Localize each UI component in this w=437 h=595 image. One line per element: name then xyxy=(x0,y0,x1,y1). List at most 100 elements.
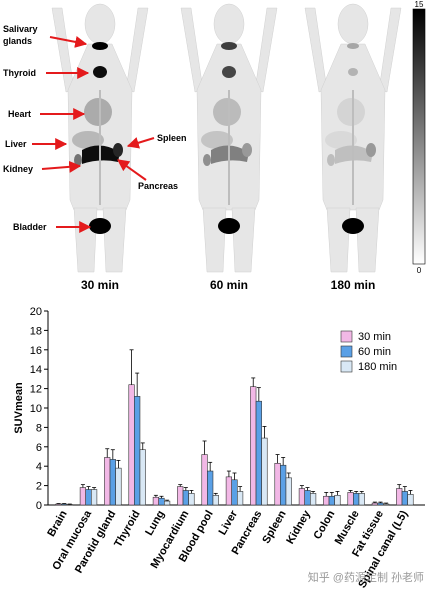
colorbar-min-label: 0 xyxy=(417,266,422,275)
bar-spinal-canal-l5--60min xyxy=(401,491,408,506)
bar-spleen-180min xyxy=(285,477,292,506)
bar-colon-60min xyxy=(328,495,335,506)
bar-myocardium-30min xyxy=(177,486,184,506)
kidney-uptake xyxy=(74,154,82,166)
bar-myocardium-60min xyxy=(182,490,189,506)
bar-spinal-canal-l5--180min xyxy=(407,494,414,506)
bar-lung-30min xyxy=(152,496,160,506)
bar-muscle-180min xyxy=(358,493,365,506)
organ-label-thyroid: Thyroid xyxy=(3,67,90,79)
svg-text:Bladder: Bladder xyxy=(13,222,47,232)
bar-colon-30min xyxy=(323,495,330,506)
organ-label-salivary: Salivary glands xyxy=(3,24,88,48)
y-tick-label: 10 xyxy=(30,403,42,415)
legend-swatch xyxy=(340,360,353,373)
bar-brain-30min xyxy=(55,503,62,506)
kidney-uptake xyxy=(203,154,211,166)
organ-label-heart: Heart xyxy=(8,108,86,120)
bar-spleen-30min xyxy=(274,462,281,506)
bar-fat-tissue-180min xyxy=(382,503,390,506)
x-tick-label: Kidney xyxy=(284,508,313,547)
bar-colon-180min xyxy=(334,494,341,506)
y-tick-label: 16 xyxy=(30,345,42,357)
bar-fat-tissue-60min xyxy=(377,502,384,506)
legend-label: 30 min xyxy=(358,331,391,343)
heart-uptake xyxy=(213,98,241,126)
x-tick-label: Liver xyxy=(217,508,241,537)
bar-spinal-canal-l5--30min xyxy=(396,488,403,506)
time-label-60: 60 min xyxy=(210,278,248,292)
organ-label-pancreas: Pancreas xyxy=(117,159,178,191)
bar-myocardium-180min xyxy=(188,493,195,506)
salivary-glands-uptake xyxy=(92,42,108,50)
y-tick-label: 14 xyxy=(30,364,42,376)
pet-image-panel: Salivary glands Thyroid Heart Liver Kidn… xyxy=(3,0,426,292)
bar-thyroid-180min xyxy=(139,449,146,506)
liver-uptake xyxy=(201,131,233,149)
bar-brain-60min xyxy=(61,503,68,506)
bar-parotid-gland-60min xyxy=(109,459,116,506)
bar-oral-mucosa-30min xyxy=(79,487,86,506)
thyroid-uptake xyxy=(222,66,236,78)
pet-body-0 xyxy=(51,3,149,273)
bar-liver-180min xyxy=(237,491,244,506)
bar-liver-60min xyxy=(231,479,238,506)
bar-kidney-30min xyxy=(298,488,306,506)
time-label-180: 180 min xyxy=(331,278,376,292)
bladder-uptake xyxy=(89,218,111,234)
spleen-uptake xyxy=(242,143,252,157)
y-axis-label: SUVmean xyxy=(13,382,25,434)
x-tick-label: Brain xyxy=(45,508,70,539)
thyroid-uptake xyxy=(348,68,358,76)
heart-uptake xyxy=(84,98,112,126)
legend-label: 180 min xyxy=(358,361,397,373)
bar-kidney-60min xyxy=(304,490,311,506)
organ-label-bladder: Bladder xyxy=(13,221,92,233)
bar-lung-60min xyxy=(158,497,165,506)
pet-body-1 xyxy=(180,3,278,273)
bar-thyroid-60min xyxy=(134,396,141,506)
y-tick-label: 18 xyxy=(30,325,42,337)
bar-kidney-180min xyxy=(309,493,317,506)
legend-swatch xyxy=(340,330,353,343)
colorbar-max-label: 15 xyxy=(415,0,424,9)
watermark: 知乎 @药源定制 孙老师 xyxy=(308,570,424,584)
salivary-glands-uptake xyxy=(221,42,237,50)
bar-muscle-30min xyxy=(347,492,354,506)
bar-oral-mucosa-60min xyxy=(85,489,92,506)
svg-text:Spleen: Spleen xyxy=(157,133,187,143)
bar-muscle-60min xyxy=(353,493,360,506)
bar-parotid-gland-180min xyxy=(115,467,122,506)
y-tick-label: 0 xyxy=(36,500,42,512)
y-tick-label: 4 xyxy=(36,461,42,473)
svg-text:Kidney: Kidney xyxy=(3,164,33,174)
x-tick-label: Colon xyxy=(311,508,337,541)
organ-label-liver: Liver xyxy=(5,138,68,150)
bars xyxy=(55,349,414,506)
y-tick-label: 8 xyxy=(36,422,42,434)
y-tick-label: 12 xyxy=(30,384,42,396)
svg-text:Thyroid: Thyroid xyxy=(3,68,36,78)
y-tick-label: 2 xyxy=(36,481,42,493)
time-label-30: 30 min xyxy=(81,278,119,292)
organ-label-kidney: Kidney xyxy=(3,160,82,174)
bar-blood-pool-30min xyxy=(201,454,208,506)
liver-uptake xyxy=(325,131,357,149)
bladder-uptake xyxy=(218,218,240,234)
spleen-uptake xyxy=(113,143,123,157)
bar-oral-mucosa-180min xyxy=(91,489,98,506)
bar-parotid-gland-30min xyxy=(104,457,111,506)
thyroid-uptake xyxy=(93,66,107,78)
heart-uptake xyxy=(337,98,365,126)
bar-blood-pool-60min xyxy=(207,470,214,506)
y-tick-label: 20 xyxy=(30,306,42,318)
y-tick-label: 6 xyxy=(36,442,42,454)
legend: 30 min 60 min 180 min xyxy=(340,330,397,373)
bar-fat-tissue-30min xyxy=(371,502,379,506)
bar-pancreas-30min xyxy=(250,386,257,506)
spleen-uptake xyxy=(366,143,376,157)
organ-label-spleen: Spleen xyxy=(126,133,187,149)
pet-body-2 xyxy=(304,3,402,273)
